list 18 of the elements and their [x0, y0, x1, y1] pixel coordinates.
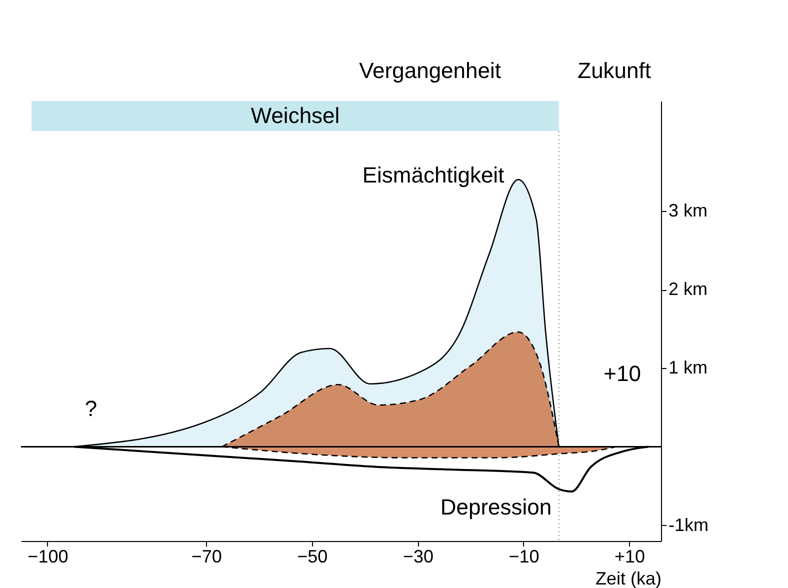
text: Vergangenheit	[359, 58, 501, 83]
band-label: Weichsel	[250, 103, 340, 128]
x-tick-label: −30	[402, 546, 434, 566]
x-tick-label: −50	[297, 546, 328, 566]
annotation: +10	[604, 360, 641, 386]
y-tick-label: -1km	[668, 514, 708, 535]
x-tick-label: −100	[28, 546, 68, 566]
series-label: Depression	[440, 494, 552, 520]
text: Zukunft	[578, 58, 651, 83]
y-tick-label: 2 km	[668, 279, 708, 300]
x-tick-label: −10	[508, 546, 540, 566]
x-tick-label: +10	[614, 546, 646, 566]
y-tick-label: 1 km	[668, 358, 708, 378]
annotation: ?	[84, 396, 98, 421]
x-axis-title: Zeit (ka)	[595, 568, 662, 588]
x-tick-label: −70	[191, 546, 222, 566]
y-tick-label: 3 km	[668, 200, 708, 220]
series-label: Eismächtigkeit	[362, 162, 504, 188]
